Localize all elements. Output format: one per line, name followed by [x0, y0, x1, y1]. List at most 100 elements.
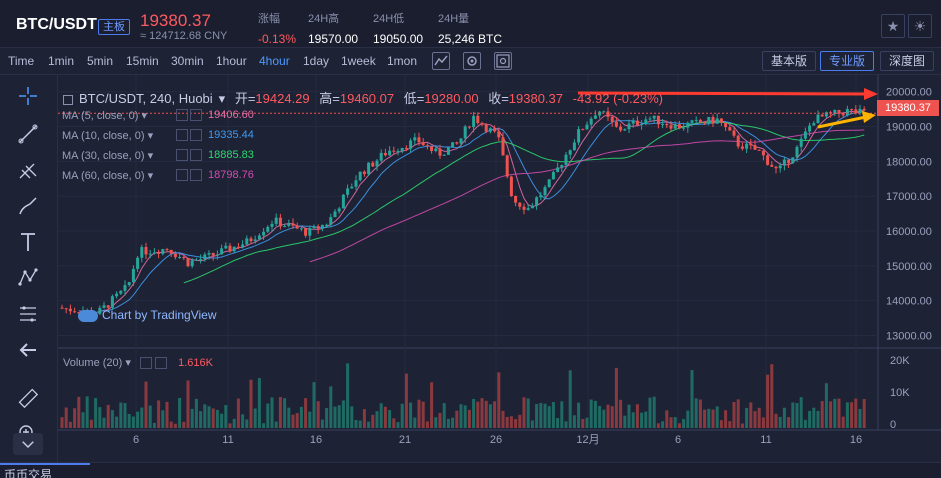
volume-bar — [787, 417, 791, 428]
candle-body — [438, 148, 442, 156]
volume-bar — [514, 419, 518, 428]
current-price-tag: 19380.37 — [877, 100, 939, 116]
volume-bar — [388, 410, 392, 428]
close-value: 19380.37 — [508, 91, 564, 106]
price-tick-label: 20000.00 — [886, 87, 932, 99]
screenshot-icon[interactable] — [494, 52, 512, 70]
timeframe-1week[interactable]: 1week — [341, 54, 376, 68]
pair-symbol[interactable]: BTC/USDT — [16, 16, 97, 33]
candle-body — [703, 122, 707, 124]
spot-trading-tab[interactable]: 币币交易 — [4, 468, 53, 478]
candle-body — [232, 246, 236, 252]
candle-body — [476, 115, 480, 124]
volume-bar — [572, 415, 576, 428]
candle-body — [589, 118, 593, 125]
volume-bar — [291, 414, 295, 428]
volume-bar — [274, 421, 278, 428]
moving-average-line — [78, 109, 865, 314]
ma-controls[interactable] — [176, 169, 204, 181]
pattern-icon[interactable] — [15, 265, 41, 291]
candle-body — [178, 256, 182, 258]
settings-gear-icon[interactable] — [463, 52, 481, 70]
candle-body — [308, 227, 312, 236]
candle-body — [446, 147, 450, 155]
ma-controls[interactable] — [176, 129, 204, 141]
ruler-icon[interactable] — [15, 385, 41, 411]
volume-bar — [207, 406, 211, 428]
candlestick-chart[interactable]: 20000.00 19000.00 18000.00 17000.00 16000.00… — [58, 75, 941, 470]
crosshair-icon[interactable] — [15, 83, 41, 109]
volume-close-icon[interactable] — [155, 357, 168, 370]
ma-controls[interactable] — [176, 109, 204, 121]
pitchfork-icon[interactable] — [15, 157, 41, 183]
brush-icon[interactable] — [15, 193, 41, 219]
volume-bar — [791, 402, 795, 428]
candle-body — [711, 116, 715, 124]
candle-body — [106, 305, 110, 308]
basic-version-button[interactable]: 基本版 — [762, 51, 817, 71]
timeframe-time[interactable]: Time — [8, 54, 35, 68]
legend-symbol[interactable]: BTC/USDT, 240, Huobi — [79, 91, 213, 106]
volume-bar — [493, 401, 497, 428]
volume-bar — [358, 420, 362, 428]
volume-bar — [253, 408, 257, 428]
trendline-icon[interactable] — [15, 121, 41, 147]
volume-bar — [421, 401, 425, 428]
volume-bar — [81, 412, 85, 428]
volume-tick-label: 0 — [890, 419, 896, 431]
timeframe-1min[interactable]: 1min — [48, 54, 75, 68]
volume-bar — [236, 398, 240, 428]
candle-body — [757, 149, 761, 151]
volume-tick-label: 10K — [890, 387, 910, 399]
timeframe-1mon[interactable]: 1mon — [387, 54, 418, 68]
candle-body — [808, 125, 812, 132]
candle-body — [522, 206, 526, 210]
volume-bar — [719, 420, 723, 428]
volume-bar — [152, 422, 156, 428]
ohlc-legend: BTC/USDT, 240, Huobi ▾ 开=19424.29 高=19460… — [63, 88, 663, 107]
candle-body — [518, 202, 522, 207]
candle-body — [770, 164, 774, 167]
chevron-down-icon[interactable] — [13, 433, 43, 455]
collapse-icon[interactable] — [63, 94, 73, 105]
candle-body — [211, 253, 215, 256]
candle-body — [320, 224, 324, 229]
volume-bar — [774, 413, 778, 428]
candle-body — [316, 226, 320, 229]
timeframe-15min[interactable]: 15min — [126, 54, 159, 68]
volume-bar — [829, 401, 833, 428]
pro-version-button[interactable]: 专业版 — [820, 51, 875, 71]
candle-body — [850, 109, 854, 111]
volume-bar — [845, 402, 849, 428]
fib-levels-icon[interactable] — [15, 301, 41, 327]
volume-bar — [631, 412, 635, 428]
volume-bar — [665, 410, 669, 428]
cloud-logo-icon — [78, 309, 98, 322]
tradingview-watermark: Chart by TradingView — [78, 308, 217, 322]
candle-body — [287, 223, 291, 226]
star-icon[interactable]: ★ — [881, 14, 905, 38]
chart-area[interactable]: 20000.00 19000.00 18000.00 17000.00 16000.00… — [58, 75, 941, 470]
volume-bar — [501, 410, 505, 428]
volume-bar — [354, 419, 358, 428]
timeframe-4hour[interactable]: 4hour — [259, 54, 290, 68]
timeframe-1day[interactable]: 1day — [303, 54, 330, 68]
ma-controls[interactable] — [176, 149, 204, 161]
timeframe-30min[interactable]: 30min — [171, 54, 204, 68]
volume-bar — [451, 417, 455, 428]
theme-icon[interactable]: ☀ — [908, 14, 932, 38]
price-tick-label: 15000.00 — [886, 261, 932, 273]
time-tick-label: 26 — [490, 434, 502, 446]
indicator-icon[interactable] — [432, 52, 450, 70]
candle-body — [673, 124, 677, 129]
volume-settings-icon[interactable] — [139, 357, 152, 370]
candle-body — [325, 224, 329, 226]
depth-chart-button[interactable]: 深度图 — [880, 51, 935, 71]
back-arrow-icon[interactable] — [15, 337, 41, 363]
volume-bar — [220, 413, 224, 428]
timeframe-5min[interactable]: 5min — [87, 54, 114, 68]
text-tool-icon[interactable] — [15, 229, 41, 255]
legend-dropdown-icon[interactable]: ▾ — [218, 91, 226, 106]
volume-bar — [556, 418, 560, 428]
timeframe-1hour[interactable]: 1hour — [216, 54, 247, 68]
